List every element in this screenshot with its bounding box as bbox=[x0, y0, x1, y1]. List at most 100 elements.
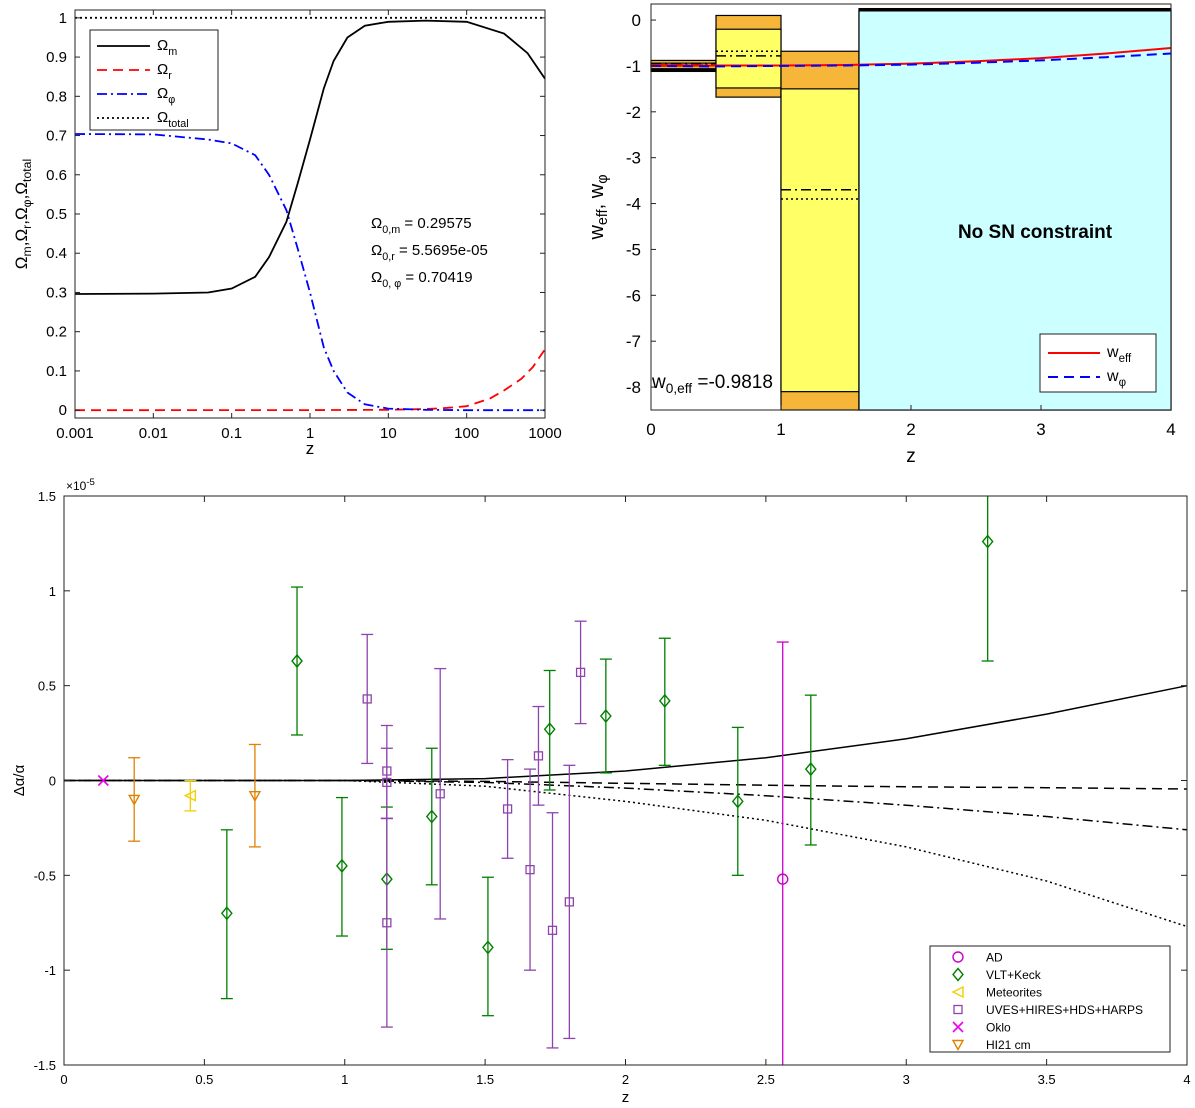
base-text: Ω bbox=[157, 109, 168, 126]
y-tick-label: -1 bbox=[626, 57, 641, 76]
y-tick-label: 0.4 bbox=[46, 245, 67, 262]
y-tick-label: 1.5 bbox=[38, 489, 56, 504]
y-tick-label: -7 bbox=[626, 332, 641, 351]
subscript-text: φ bbox=[1119, 377, 1126, 389]
legend-label: AD bbox=[986, 951, 1003, 965]
subscript-text: m bbox=[168, 46, 177, 58]
y-axis-label: Ωm,Ωr,Ωφ,Ωtotal bbox=[12, 159, 34, 269]
x-tick-label: 0 bbox=[60, 1072, 67, 1087]
data-point bbox=[97, 774, 109, 787]
y-tick-label: -3 bbox=[626, 149, 641, 168]
legend-label-φ: Ωφ bbox=[157, 85, 175, 106]
y-tick-label: 0.5 bbox=[38, 679, 56, 694]
subscript-text: 0,m bbox=[382, 224, 400, 236]
series-oklo bbox=[97, 774, 109, 787]
legend-box bbox=[929, 945, 1171, 1053]
x-tick-label: 1.5 bbox=[476, 1072, 494, 1087]
legend-marker bbox=[952, 951, 964, 963]
subscript-text: φ bbox=[20, 199, 34, 207]
subscript-text: φ bbox=[595, 174, 611, 183]
y-tick-label: -5 bbox=[626, 240, 641, 259]
x-tick-label: 0.5 bbox=[195, 1072, 213, 1087]
legend-label: Oklo bbox=[986, 1021, 1011, 1035]
base-text: Ω bbox=[371, 215, 382, 232]
series-uves-hires-hds-harps bbox=[361, 620, 587, 1049]
legend-label-m: Ωm bbox=[157, 37, 177, 58]
y-tick-label: 0.7 bbox=[46, 128, 67, 145]
no-sn-annotation: No SN constraint bbox=[958, 222, 1113, 243]
data-point bbox=[382, 777, 392, 788]
x-tick-label: 3.5 bbox=[1038, 1072, 1056, 1087]
legend-marker bbox=[953, 1004, 963, 1015]
x-tick-label: 0.01 bbox=[139, 425, 168, 442]
y-axis-label: weff, wφ bbox=[586, 174, 611, 240]
base-text: Ω bbox=[157, 37, 168, 54]
data-point bbox=[543, 722, 556, 737]
legend-label-total: Ωtotal bbox=[157, 109, 189, 130]
series-meteorites bbox=[183, 779, 197, 812]
base-text: w bbox=[1106, 344, 1119, 361]
data-point bbox=[731, 794, 744, 809]
y-tick-label: 0 bbox=[59, 402, 67, 419]
y-tick-label: 0.5 bbox=[46, 206, 67, 223]
y-tick-label: -6 bbox=[626, 286, 641, 305]
subscript-text: total bbox=[168, 118, 188, 130]
y-tick-label: 0 bbox=[49, 774, 56, 789]
data-point bbox=[564, 897, 574, 907]
x-tick-label: 0.001 bbox=[56, 425, 94, 442]
y-tick-label: 1 bbox=[59, 10, 67, 27]
data-point bbox=[599, 708, 612, 724]
subscript-text: r bbox=[168, 70, 172, 82]
value-text: = 0.29575 bbox=[400, 215, 471, 232]
data-point bbox=[777, 873, 789, 885]
legend-box bbox=[89, 29, 219, 131]
y-tick-label: -2 bbox=[626, 103, 641, 122]
data-point bbox=[291, 653, 303, 669]
legend-marker bbox=[951, 1039, 965, 1051]
data-point bbox=[382, 918, 392, 928]
y-tick-label: 0 bbox=[632, 11, 641, 30]
data-point bbox=[220, 906, 233, 921]
alpha-panel: 0 0.5 1 1.5 2 2.5 3 3.5 4 1.5 1 0.5 0 -0.5 -1 -1.5 ×10-5… bbox=[11, 477, 1191, 1106]
base-text: ,Ω bbox=[12, 229, 31, 246]
data-point bbox=[804, 762, 817, 777]
data-point bbox=[525, 864, 535, 875]
subscript-text: total bbox=[20, 159, 34, 182]
x-tick-label: 1 bbox=[341, 1072, 348, 1087]
x-tick-label: 4 bbox=[1183, 1072, 1190, 1087]
annotation-2: Ω0, φ = 0.70419 bbox=[371, 269, 473, 290]
legend-label: UVES+HIRES+HDS+HARPS bbox=[986, 1003, 1143, 1017]
subscript-text: φ bbox=[168, 94, 175, 106]
x-tick-label: 3 bbox=[903, 1072, 910, 1087]
base-text: ,Ω bbox=[12, 182, 31, 199]
legend-label-r: Ωr bbox=[157, 61, 172, 82]
x-tick-label: 100 bbox=[454, 425, 479, 442]
x-tick-label: 2.5 bbox=[757, 1072, 775, 1087]
x-tick-label: 2 bbox=[906, 420, 915, 439]
subscript-text: 0,r bbox=[382, 251, 395, 263]
y-tick-label: 0.9 bbox=[46, 49, 67, 66]
model-curve-dashdot bbox=[64, 779, 1188, 831]
x-tick-label: 3 bbox=[1036, 420, 1045, 439]
base-text: w bbox=[586, 225, 608, 241]
axis-exponent-label: ×10-5 bbox=[66, 477, 95, 493]
base-text: , w bbox=[586, 183, 608, 209]
series-hi21-cm bbox=[127, 743, 262, 848]
y-tick-label: 0.3 bbox=[46, 284, 67, 301]
x-tick-label: 0.1 bbox=[221, 425, 242, 442]
y-tick-label: 0.8 bbox=[46, 88, 67, 105]
legend: weff wφ bbox=[1039, 333, 1157, 393]
x-tick-label: 2 bbox=[622, 1072, 629, 1087]
legend-label-1: wφ bbox=[1106, 368, 1126, 389]
value-text: =-0.9818 bbox=[692, 372, 773, 393]
subscript-text: eff bbox=[1119, 353, 1132, 365]
exponent-base: ×10 bbox=[66, 479, 87, 493]
subscript-text: 0,eff bbox=[666, 381, 693, 396]
x-axis-label: z bbox=[906, 446, 916, 467]
x-tick-label: 1 bbox=[306, 425, 314, 442]
data-point bbox=[248, 790, 262, 803]
series-line-φ bbox=[74, 133, 545, 412]
x-axis-label: z bbox=[306, 439, 315, 458]
legend-marker bbox=[952, 1021, 964, 1033]
